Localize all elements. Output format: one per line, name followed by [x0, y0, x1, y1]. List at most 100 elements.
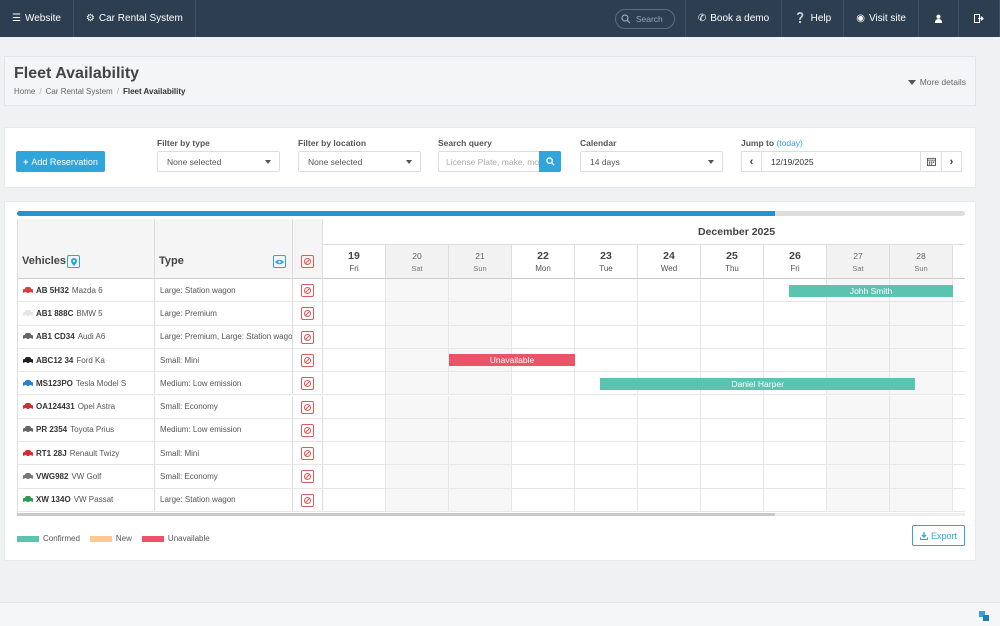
- day-cell[interactable]: [386, 418, 449, 442]
- vehicle-cell[interactable]: MS123PO Tesla Model S: [18, 372, 155, 395]
- day-cell[interactable]: [449, 442, 512, 465]
- topbar-search-input[interactable]: Search: [614, 8, 675, 29]
- export-button[interactable]: Export: [912, 525, 965, 546]
- book-demo-link[interactable]: ✆ Book a demo: [686, 0, 783, 37]
- day-cell[interactable]: [512, 325, 575, 348]
- booking-bar[interactable]: Unavailable: [449, 354, 575, 367]
- location-filter-button[interactable]: [67, 255, 80, 268]
- user-menu-button[interactable]: [919, 0, 959, 37]
- day-cell[interactable]: [512, 372, 575, 395]
- day-cell[interactable]: [323, 418, 386, 442]
- day-cell[interactable]: [890, 302, 953, 325]
- horizontal-scrollbar[interactable]: [17, 513, 965, 516]
- day-cell[interactable]: [764, 302, 827, 325]
- day-cell[interactable]: [638, 465, 701, 488]
- day-cell[interactable]: [701, 348, 764, 372]
- day-cell[interactable]: [701, 488, 764, 511]
- day-cell[interactable]: [638, 348, 701, 372]
- block-vehicle-button[interactable]: [301, 423, 314, 437]
- day-cell[interactable]: [575, 418, 638, 442]
- day-cell[interactable]: [386, 325, 449, 348]
- calendar-button[interactable]: [920, 151, 941, 172]
- day-cell[interactable]: [953, 302, 965, 324]
- vehicle-cell[interactable]: ABC12 34 Ford Ka: [18, 348, 155, 372]
- day-cell[interactable]: [953, 465, 965, 487]
- day-cell[interactable]: [512, 442, 575, 465]
- day-cell[interactable]: [638, 488, 701, 511]
- day-cell[interactable]: [638, 279, 701, 302]
- day-cell[interactable]: [953, 419, 965, 441]
- day-cell[interactable]: [575, 279, 638, 302]
- calendar-select[interactable]: 14 days: [580, 151, 723, 172]
- website-link[interactable]: ☰ Website: [0, 0, 74, 37]
- vehicle-cell[interactable]: PR 2354 Toyota Prius: [18, 418, 155, 442]
- day-cell[interactable]: [575, 302, 638, 325]
- vehicle-cell[interactable]: AB 5H32 Mazda 6: [18, 279, 155, 302]
- day-cell[interactable]: [512, 488, 575, 511]
- day-cell[interactable]: [827, 418, 890, 442]
- day-cell[interactable]: [890, 348, 953, 372]
- search-query-input[interactable]: License Plate, make, model: [438, 151, 539, 172]
- day-cell[interactable]: [764, 325, 827, 348]
- day-cell[interactable]: [323, 279, 386, 302]
- day-cell[interactable]: [890, 465, 953, 488]
- day-cell[interactable]: [953, 372, 965, 394]
- day-cell[interactable]: [701, 302, 764, 325]
- day-cell[interactable]: [575, 348, 638, 372]
- day-cell[interactable]: [638, 418, 701, 442]
- day-cell[interactable]: [890, 442, 953, 465]
- day-cell[interactable]: [575, 488, 638, 511]
- block-vehicle-button[interactable]: [301, 353, 314, 367]
- date-next-button[interactable]: ›: [941, 151, 962, 172]
- day-cell[interactable]: [827, 325, 890, 348]
- day-cell[interactable]: [449, 488, 512, 511]
- day-cell[interactable]: [638, 442, 701, 465]
- day-cell[interactable]: [386, 488, 449, 511]
- day-cell[interactable]: [701, 395, 764, 418]
- translate-icon[interactable]: [979, 611, 989, 621]
- day-cell[interactable]: [575, 325, 638, 348]
- day-cell[interactable]: [764, 488, 827, 511]
- day-cell[interactable]: [638, 302, 701, 325]
- day-cell[interactable]: [575, 395, 638, 418]
- day-cell[interactable]: [575, 442, 638, 465]
- day-cell[interactable]: [449, 395, 512, 418]
- block-vehicle-button[interactable]: [301, 307, 314, 321]
- jump-today-link[interactable]: (today): [776, 138, 803, 148]
- day-cell[interactable]: [953, 489, 965, 511]
- vehicle-cell[interactable]: OA124431 Opel Astra: [18, 395, 155, 418]
- day-cell[interactable]: [449, 418, 512, 442]
- day-cell[interactable]: [827, 488, 890, 511]
- day-cell[interactable]: [890, 418, 953, 442]
- day-cell[interactable]: [323, 302, 386, 325]
- day-cell[interactable]: [953, 279, 965, 301]
- day-cell[interactable]: [323, 395, 386, 418]
- day-cell[interactable]: [512, 418, 575, 442]
- day-cell[interactable]: [386, 395, 449, 418]
- day-cell[interactable]: [323, 372, 386, 395]
- day-cell[interactable]: [701, 465, 764, 488]
- day-cell[interactable]: [890, 488, 953, 511]
- block-vehicle-button[interactable]: [301, 377, 314, 391]
- day-cell[interactable]: [449, 465, 512, 488]
- vehicle-cell[interactable]: AB1 CD34 Audi A6: [18, 325, 155, 348]
- search-button[interactable]: [539, 151, 561, 172]
- day-cell[interactable]: [953, 442, 965, 464]
- day-cell[interactable]: [827, 395, 890, 418]
- day-cell[interactable]: [386, 348, 449, 372]
- day-cell[interactable]: [512, 395, 575, 418]
- block-vehicle-button[interactable]: [301, 284, 314, 297]
- type-filter-select[interactable]: None selected: [157, 151, 280, 172]
- day-cell[interactable]: [638, 325, 701, 348]
- visit-site-link[interactable]: ◉ Visit site: [844, 0, 919, 37]
- block-vehicle-button[interactable]: [301, 493, 314, 507]
- app-menu-link[interactable]: ⚙ Car Rental System: [74, 0, 196, 37]
- block-vehicle-button[interactable]: [301, 447, 314, 461]
- day-cell[interactable]: [827, 302, 890, 325]
- day-cell[interactable]: [764, 442, 827, 465]
- day-cell[interactable]: [953, 349, 965, 371]
- day-cell[interactable]: [449, 279, 512, 302]
- day-cell[interactable]: [512, 302, 575, 325]
- day-cell[interactable]: [890, 395, 953, 418]
- day-cell[interactable]: [701, 325, 764, 348]
